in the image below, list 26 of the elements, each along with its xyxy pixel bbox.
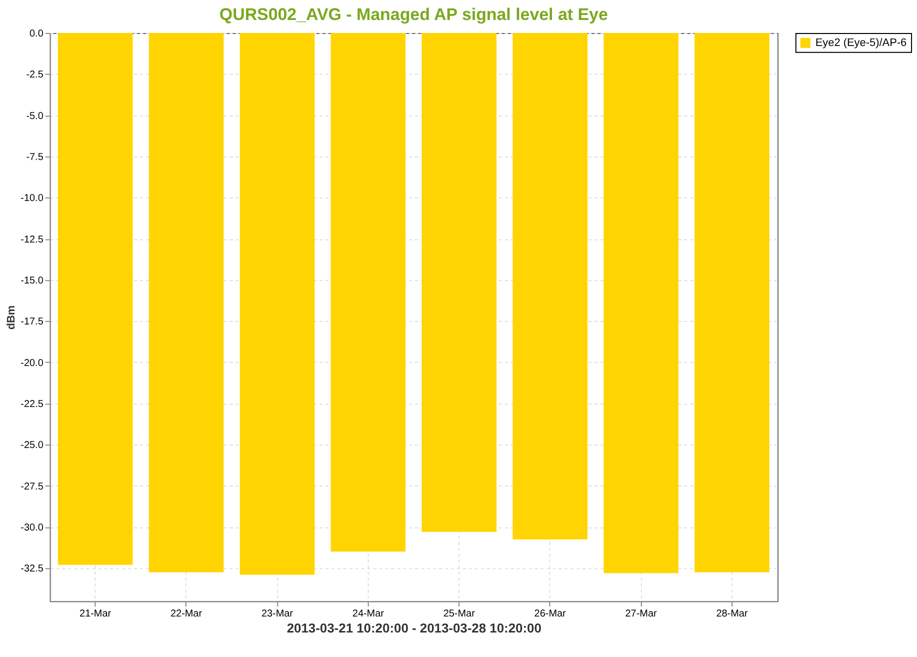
x-tick-label: 25-Mar: [443, 608, 476, 620]
y-axis-title: dBm: [6, 305, 18, 330]
y-tick-label: -5.0: [26, 110, 44, 122]
x-tick-label: 23-Mar: [261, 608, 294, 620]
y-tick-label: -30.0: [20, 522, 44, 534]
y-tick-label: -25.0: [20, 440, 44, 452]
y-tick-label: -17.5: [20, 316, 44, 328]
y-tick-label: -27.5: [20, 481, 44, 492]
chart-title: QURS002_AVG - Managed AP signal level at Eye: [219, 4, 608, 24]
y-tick-label: -12.5: [20, 234, 44, 246]
x-tick-label: 26-Mar: [534, 608, 567, 620]
x-axis-title: 2013-03-21 10:20:00 - 2013-03-28 10:20:00: [286, 620, 542, 636]
y-tick-label: -15.0: [20, 275, 44, 286]
y-tick-label: -20.0: [20, 358, 44, 369]
y-tick-label: -10.0: [20, 193, 44, 204]
x-tick-label: 21-Mar: [80, 608, 112, 620]
x-tick-label: 22-Mar: [170, 608, 203, 620]
x-tick-label: 28-Mar: [716, 608, 748, 620]
y-tick-label: -2.5: [26, 70, 44, 81]
x-tick-label: 24-Mar: [352, 608, 385, 620]
y-tick-label: -32.5: [20, 564, 44, 575]
x-tick-label: 27-Mar: [625, 608, 658, 620]
y-tick-label: -7.5: [26, 152, 44, 163]
y-tick-label: -22.5: [20, 398, 44, 410]
y-tick-label: 0.0: [30, 28, 44, 40]
legend-label: Eye2 (Eye-5)/AP-6: [815, 36, 907, 49]
